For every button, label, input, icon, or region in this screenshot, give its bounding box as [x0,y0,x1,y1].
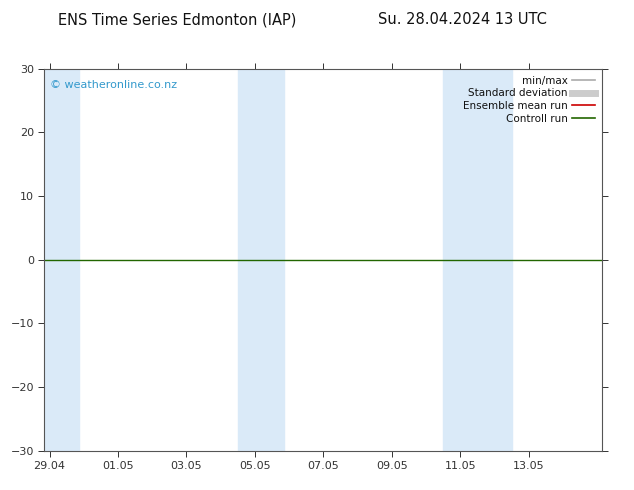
Legend: min/max, Standard deviation, Ensemble mean run, Controll run: min/max, Standard deviation, Ensemble me… [461,74,597,126]
Text: © weatheronline.co.nz: © weatheronline.co.nz [50,80,177,90]
Text: Su. 28.04.2024 13 UTC: Su. 28.04.2024 13 UTC [378,12,547,27]
Bar [238,69,284,451]
Text: ENS Time Series Edmonton (IAP): ENS Time Series Edmonton (IAP) [58,12,297,27]
Bar [44,69,79,451]
Bar [443,69,512,451]
